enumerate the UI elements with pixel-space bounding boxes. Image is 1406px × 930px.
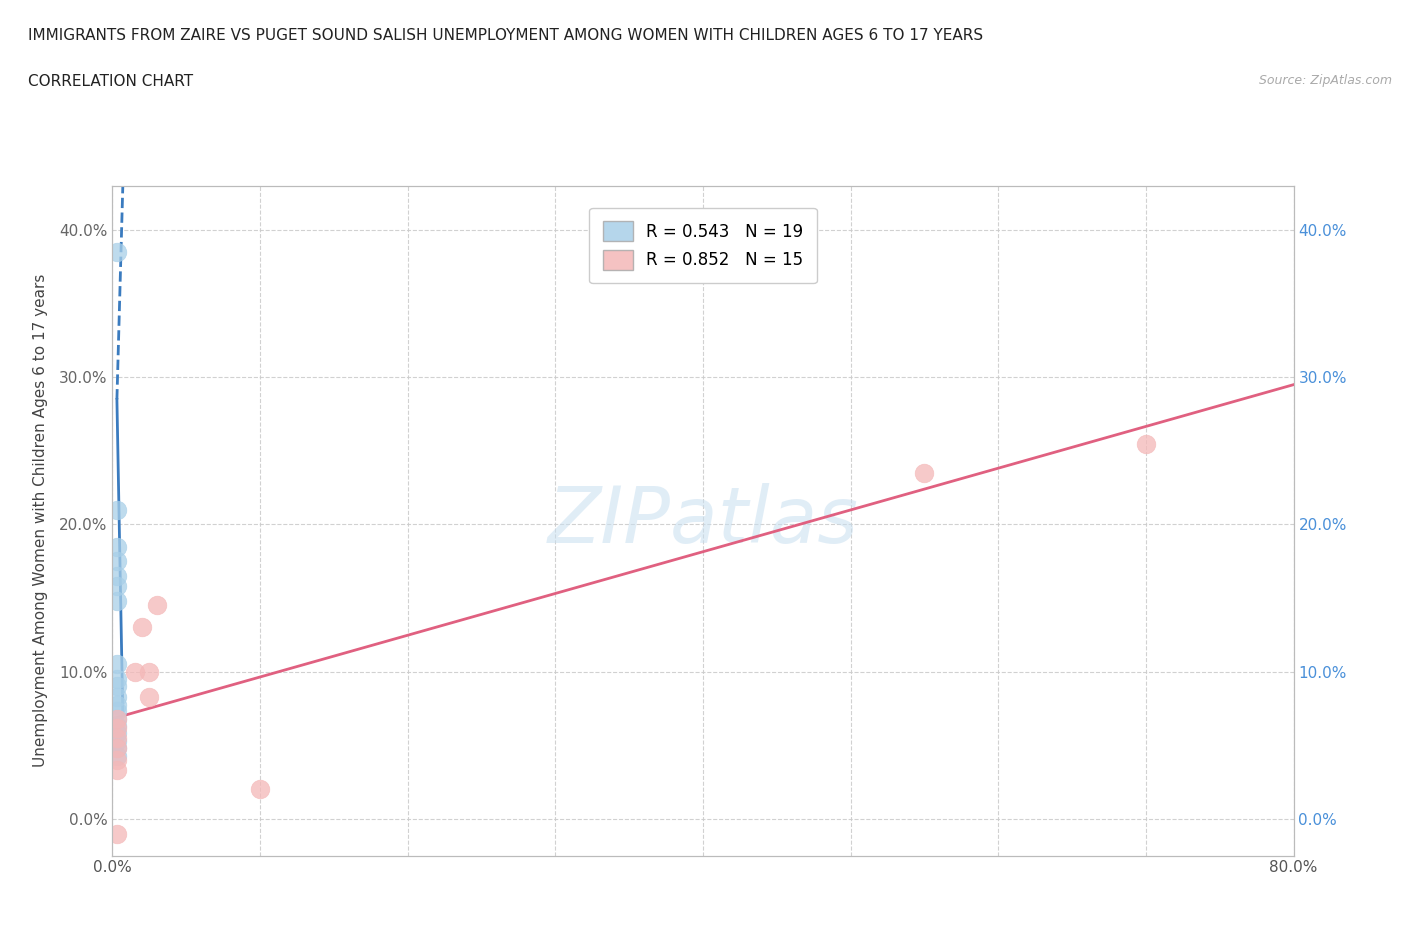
Point bbox=[105, 245, 128, 259]
Point bbox=[138, 689, 160, 704]
Point bbox=[105, 719, 128, 734]
Point bbox=[105, 726, 128, 741]
Point bbox=[105, 689, 128, 704]
Point bbox=[105, 826, 128, 841]
Y-axis label: Unemployment Among Women with Children Ages 6 to 17 years: Unemployment Among Women with Children A… bbox=[32, 274, 48, 767]
Point bbox=[105, 578, 128, 593]
Point bbox=[138, 664, 160, 679]
Point bbox=[105, 502, 128, 517]
Point bbox=[105, 740, 128, 755]
Point bbox=[105, 740, 128, 755]
Point bbox=[105, 752, 128, 767]
Point bbox=[105, 679, 128, 694]
Text: IMMIGRANTS FROM ZAIRE VS PUGET SOUND SALISH UNEMPLOYMENT AMONG WOMEN WITH CHILDR: IMMIGRANTS FROM ZAIRE VS PUGET SOUND SAL… bbox=[28, 28, 983, 43]
Point bbox=[105, 657, 128, 671]
Point bbox=[105, 671, 128, 686]
Text: Source: ZipAtlas.com: Source: ZipAtlas.com bbox=[1258, 74, 1392, 87]
Point bbox=[105, 711, 128, 726]
Point bbox=[124, 664, 146, 679]
Point bbox=[131, 620, 153, 635]
Point bbox=[249, 782, 271, 797]
Point bbox=[105, 554, 128, 569]
Legend: R = 0.543   N = 19, R = 0.852   N = 15: R = 0.543 N = 19, R = 0.852 N = 15 bbox=[589, 207, 817, 284]
Point bbox=[1135, 436, 1157, 451]
Text: ZIPatlas: ZIPatlas bbox=[547, 483, 859, 559]
Point bbox=[105, 763, 128, 777]
Point bbox=[146, 598, 169, 613]
Point bbox=[105, 568, 128, 583]
Point bbox=[105, 720, 128, 735]
Point bbox=[105, 539, 128, 554]
Point bbox=[105, 704, 128, 719]
Point bbox=[105, 711, 128, 726]
Point bbox=[105, 593, 128, 608]
Text: CORRELATION CHART: CORRELATION CHART bbox=[28, 74, 193, 89]
Point bbox=[105, 734, 128, 749]
Point bbox=[105, 730, 128, 745]
Point bbox=[105, 698, 128, 713]
Point bbox=[105, 748, 128, 763]
Point bbox=[914, 466, 936, 481]
